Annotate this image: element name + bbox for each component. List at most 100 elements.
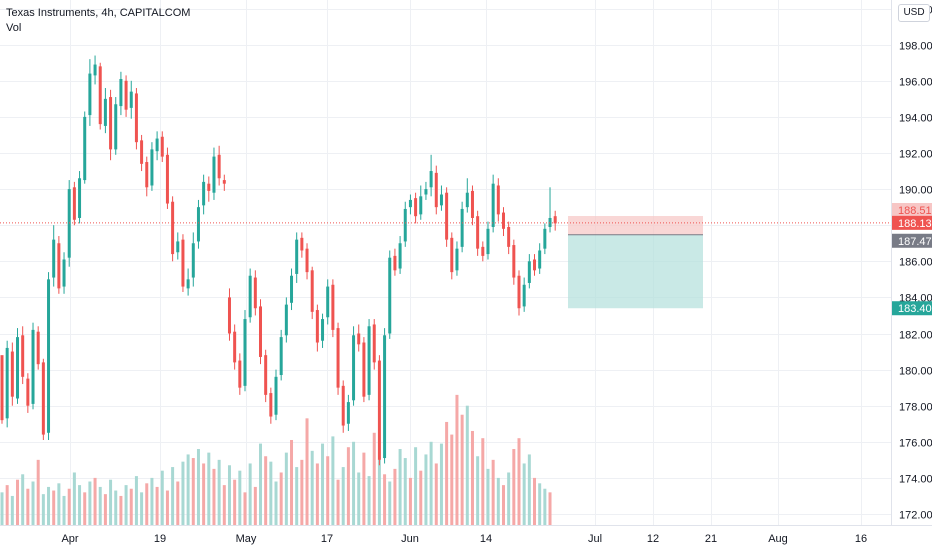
time-axis[interactable]: Apr 19 May 17 Jun 14 Jul 12 21 Aug 16 xyxy=(61,533,867,545)
volume-bar xyxy=(202,463,206,525)
volume-bar xyxy=(165,490,169,525)
candle xyxy=(21,326,25,385)
candle xyxy=(403,201,407,247)
candle-body xyxy=(26,378,30,406)
volume-bar xyxy=(155,486,159,525)
volume-bar xyxy=(527,454,531,525)
price-label-text: 188.13 xyxy=(898,218,932,230)
volume-bar xyxy=(119,495,123,525)
volume-bar xyxy=(367,476,371,525)
candle xyxy=(393,248,397,276)
candle xyxy=(470,185,474,226)
candle xyxy=(88,59,92,126)
candle xyxy=(62,252,66,294)
candle xyxy=(134,88,138,150)
currency-button[interactable]: USD xyxy=(898,4,930,22)
volume-bar xyxy=(346,447,350,525)
price-axis[interactable]: 172.00174.00176.00178.00180.00182.00184.… xyxy=(899,5,932,522)
stop-loss-zone[interactable] xyxy=(568,215,703,235)
volume-bar xyxy=(78,485,82,525)
candle-body xyxy=(165,154,169,204)
price-tick-label: 192.00 xyxy=(899,149,932,161)
candle xyxy=(290,268,294,311)
price-label-text: 188.51 xyxy=(898,205,932,217)
volume-bars xyxy=(0,394,552,525)
candle xyxy=(243,310,247,392)
volume-bar xyxy=(501,485,505,525)
volume-bar xyxy=(114,490,118,525)
candle xyxy=(171,196,175,262)
candle xyxy=(512,239,516,285)
candle-body xyxy=(124,80,128,110)
candle xyxy=(160,131,164,163)
candle xyxy=(476,210,480,256)
candle xyxy=(227,288,231,341)
candle xyxy=(145,156,149,197)
symbol-title[interactable]: Texas Instruments, 4h, CAPITALCOM xyxy=(6,7,191,19)
volume-bar xyxy=(238,470,242,525)
candle-body xyxy=(264,355,268,395)
volume-bar xyxy=(160,470,164,525)
candle xyxy=(372,319,376,370)
volume-bar xyxy=(424,454,428,525)
candle-body xyxy=(171,201,175,255)
volume-bar xyxy=(47,486,51,525)
volume-bar xyxy=(274,481,278,525)
volume-bar xyxy=(36,459,40,525)
candle xyxy=(269,387,273,424)
volume-bar xyxy=(455,394,459,525)
candle-body xyxy=(134,93,138,143)
candle-body xyxy=(517,275,521,309)
candle xyxy=(383,328,387,464)
position-zones[interactable] xyxy=(568,215,703,309)
candle xyxy=(114,97,118,155)
candle xyxy=(78,171,82,224)
candle xyxy=(491,174,495,233)
candle xyxy=(408,194,412,215)
candle-body xyxy=(357,333,361,345)
candle xyxy=(140,134,144,172)
candle xyxy=(26,373,30,413)
volume-bar xyxy=(341,467,345,525)
volume-bar xyxy=(52,490,56,525)
volume-bar xyxy=(533,477,537,525)
volume-bar xyxy=(295,467,299,525)
take-profit-zone[interactable] xyxy=(568,234,703,309)
time-tick-label: Apr xyxy=(61,533,78,545)
volume-bar xyxy=(445,421,449,525)
candle xyxy=(10,342,14,406)
volume-bar xyxy=(10,495,14,525)
candle xyxy=(496,178,500,222)
volume-bar xyxy=(321,443,325,525)
volume-bar xyxy=(393,468,397,525)
volume-bar xyxy=(196,449,200,525)
candle xyxy=(57,236,61,294)
candle xyxy=(253,270,257,316)
candle xyxy=(98,62,102,130)
volume-bar xyxy=(419,470,423,525)
candle-body xyxy=(93,64,97,76)
candle xyxy=(414,192,418,224)
volume-bar xyxy=(227,465,231,525)
candle-body xyxy=(470,190,474,218)
candle-body xyxy=(372,324,376,363)
volume-bar xyxy=(124,485,128,525)
candle-body xyxy=(496,185,500,215)
candle xyxy=(279,329,283,381)
price-label-bg xyxy=(892,301,932,316)
candle xyxy=(434,165,438,215)
volume-bar xyxy=(134,476,138,525)
volume-bar xyxy=(171,467,175,525)
volume-bar xyxy=(388,481,392,525)
candle-body xyxy=(310,270,314,312)
candle xyxy=(274,369,278,421)
candle-body xyxy=(284,304,288,336)
candle xyxy=(52,225,56,287)
volume-bar xyxy=(176,481,180,525)
volume-bar xyxy=(259,443,262,525)
volume-bar xyxy=(315,463,319,525)
candle-body xyxy=(31,329,35,404)
volume-indicator-label[interactable]: Vol xyxy=(6,22,22,34)
candle-body xyxy=(21,335,25,377)
